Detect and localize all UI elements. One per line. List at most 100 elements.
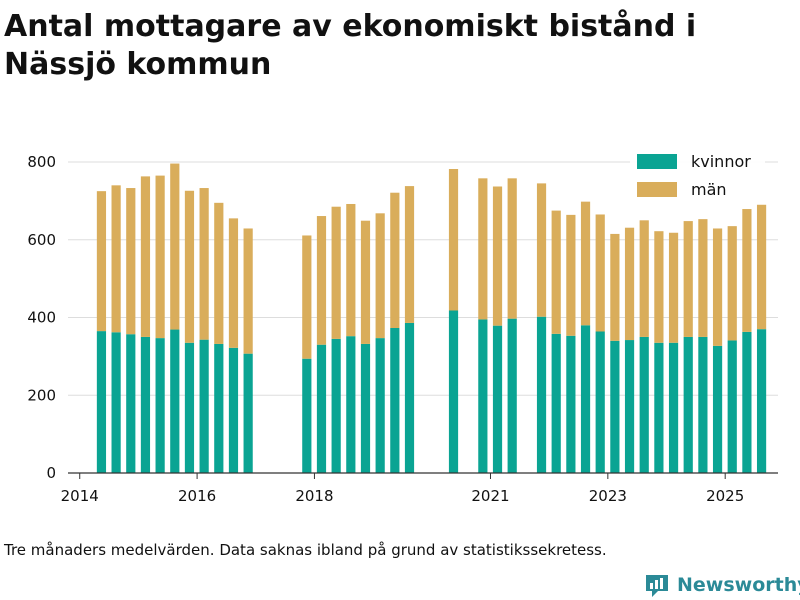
bar-kvinnor bbox=[478, 319, 488, 473]
bar-kvinnor bbox=[199, 339, 209, 473]
bar-kvinnor bbox=[639, 336, 649, 473]
x-tick-label: 2023 bbox=[589, 487, 627, 505]
bar-kvinnor bbox=[566, 335, 576, 473]
bar-man bbox=[712, 228, 723, 346]
bar-man bbox=[551, 210, 561, 334]
bar-man bbox=[302, 235, 312, 359]
bar-kvinnor bbox=[756, 329, 767, 473]
bar-kvinnor bbox=[448, 310, 459, 473]
bar-kvinnor bbox=[243, 353, 253, 473]
x-tick-label: 2021 bbox=[471, 487, 509, 505]
bar-man bbox=[126, 188, 136, 335]
bar-man bbox=[698, 219, 708, 337]
bar-kvinnor bbox=[331, 338, 341, 473]
bar-man bbox=[448, 168, 459, 311]
bar-man bbox=[654, 231, 664, 343]
bar-man bbox=[243, 228, 253, 354]
bar-man bbox=[683, 221, 693, 337]
bar-man bbox=[375, 213, 385, 339]
bar-man bbox=[214, 202, 224, 344]
legend-kvinnor-label: kvinnor bbox=[691, 152, 751, 171]
bar-man bbox=[727, 226, 737, 341]
bar-kvinnor bbox=[654, 342, 664, 473]
bar-man bbox=[566, 214, 576, 336]
x-tick-label: 2018 bbox=[295, 487, 333, 505]
bar-kvinnor bbox=[214, 343, 224, 473]
bar-kvinnor bbox=[536, 316, 547, 473]
bar-kvinnor bbox=[668, 342, 679, 473]
legend-man-label: män bbox=[691, 180, 727, 199]
bar-man bbox=[331, 206, 341, 339]
bar-kvinnor bbox=[698, 336, 708, 473]
stacked-bar-chart: 0 200 400 600 800 2014 2016 2018 2021 2023 2025 kv… bbox=[27, 146, 778, 505]
bar-man bbox=[228, 218, 239, 348]
axes: 0 200 400 600 800 2014 2016 2018 2021 2023 2025 bbox=[27, 153, 778, 505]
bars bbox=[96, 163, 767, 473]
bar-kvinnor bbox=[580, 325, 591, 473]
bar-kvinnor bbox=[155, 338, 165, 473]
bar-kvinnor bbox=[346, 336, 356, 473]
bar-kvinnor bbox=[492, 325, 503, 473]
bar-kvinnor bbox=[404, 322, 415, 473]
bar-kvinnor bbox=[595, 331, 605, 473]
bar-man bbox=[668, 232, 679, 343]
bar-kvinnor bbox=[683, 336, 693, 473]
bar-man bbox=[155, 175, 165, 339]
bar-man bbox=[184, 190, 195, 343]
chart-title: Antal mottagare av ekonomiskt bistånd i … bbox=[4, 9, 697, 82]
footnote: Tre månaders medelvärden. Data saknas ib… bbox=[4, 541, 607, 559]
bar-kvinnor bbox=[390, 327, 400, 473]
bar-kvinnor bbox=[712, 345, 723, 473]
brand-name: Newsworthy bbox=[677, 574, 800, 596]
bar-man bbox=[742, 209, 752, 332]
legend: kvinnor män bbox=[630, 146, 765, 202]
bar-man bbox=[639, 220, 649, 337]
x-tick-label: 2014 bbox=[61, 487, 99, 505]
bar-kvinnor bbox=[624, 340, 635, 473]
bar-kvinnor bbox=[360, 343, 371, 473]
bar-man bbox=[536, 183, 547, 317]
bar-man bbox=[316, 216, 327, 345]
bar-kvinnor bbox=[111, 332, 121, 473]
y-tick-label: 600 bbox=[27, 231, 56, 249]
bar-kvinnor bbox=[727, 340, 737, 473]
bar-kvinnor bbox=[96, 331, 107, 473]
bar-kvinnor bbox=[184, 342, 195, 473]
y-tick-label: 0 bbox=[46, 464, 56, 482]
bar-kvinnor bbox=[170, 329, 180, 473]
bar-chart-logo-icon bbox=[646, 575, 668, 597]
bar-man bbox=[624, 227, 635, 341]
bar-kvinnor bbox=[742, 331, 752, 473]
bar-man bbox=[111, 185, 121, 333]
y-tick-label: 200 bbox=[27, 386, 56, 404]
bar-kvinnor bbox=[316, 344, 327, 473]
bar-kvinnor bbox=[551, 333, 561, 473]
y-tick-label: 800 bbox=[27, 153, 56, 171]
bar-kvinnor bbox=[126, 334, 136, 473]
bar-kvinnor bbox=[302, 358, 312, 473]
y-tick-label: 400 bbox=[27, 309, 56, 327]
newsworthy-brand[interactable]: Newsworthy bbox=[644, 570, 800, 600]
bar-man bbox=[492, 186, 503, 326]
bar-man bbox=[346, 203, 356, 337]
bar-man bbox=[170, 163, 180, 330]
bar-man bbox=[140, 176, 151, 337]
x-tick-label: 2025 bbox=[706, 487, 744, 505]
bar-kvinnor bbox=[140, 336, 151, 473]
bar-kvinnor bbox=[375, 338, 385, 473]
bar-man bbox=[404, 186, 415, 323]
bar-man bbox=[199, 188, 209, 340]
legend-kvinnor-swatch bbox=[637, 154, 677, 169]
bar-man bbox=[390, 192, 400, 328]
bar-man bbox=[756, 204, 767, 330]
x-tick-label: 2016 bbox=[178, 487, 216, 505]
bar-kvinnor bbox=[228, 347, 239, 473]
bar-man bbox=[580, 201, 591, 326]
bar-kvinnor bbox=[507, 318, 517, 473]
bar-man bbox=[610, 233, 620, 341]
bar-man bbox=[360, 220, 371, 344]
bar-man bbox=[96, 191, 107, 332]
bar-man bbox=[595, 214, 605, 332]
bar-man bbox=[478, 178, 488, 320]
legend-man-swatch bbox=[637, 182, 677, 197]
